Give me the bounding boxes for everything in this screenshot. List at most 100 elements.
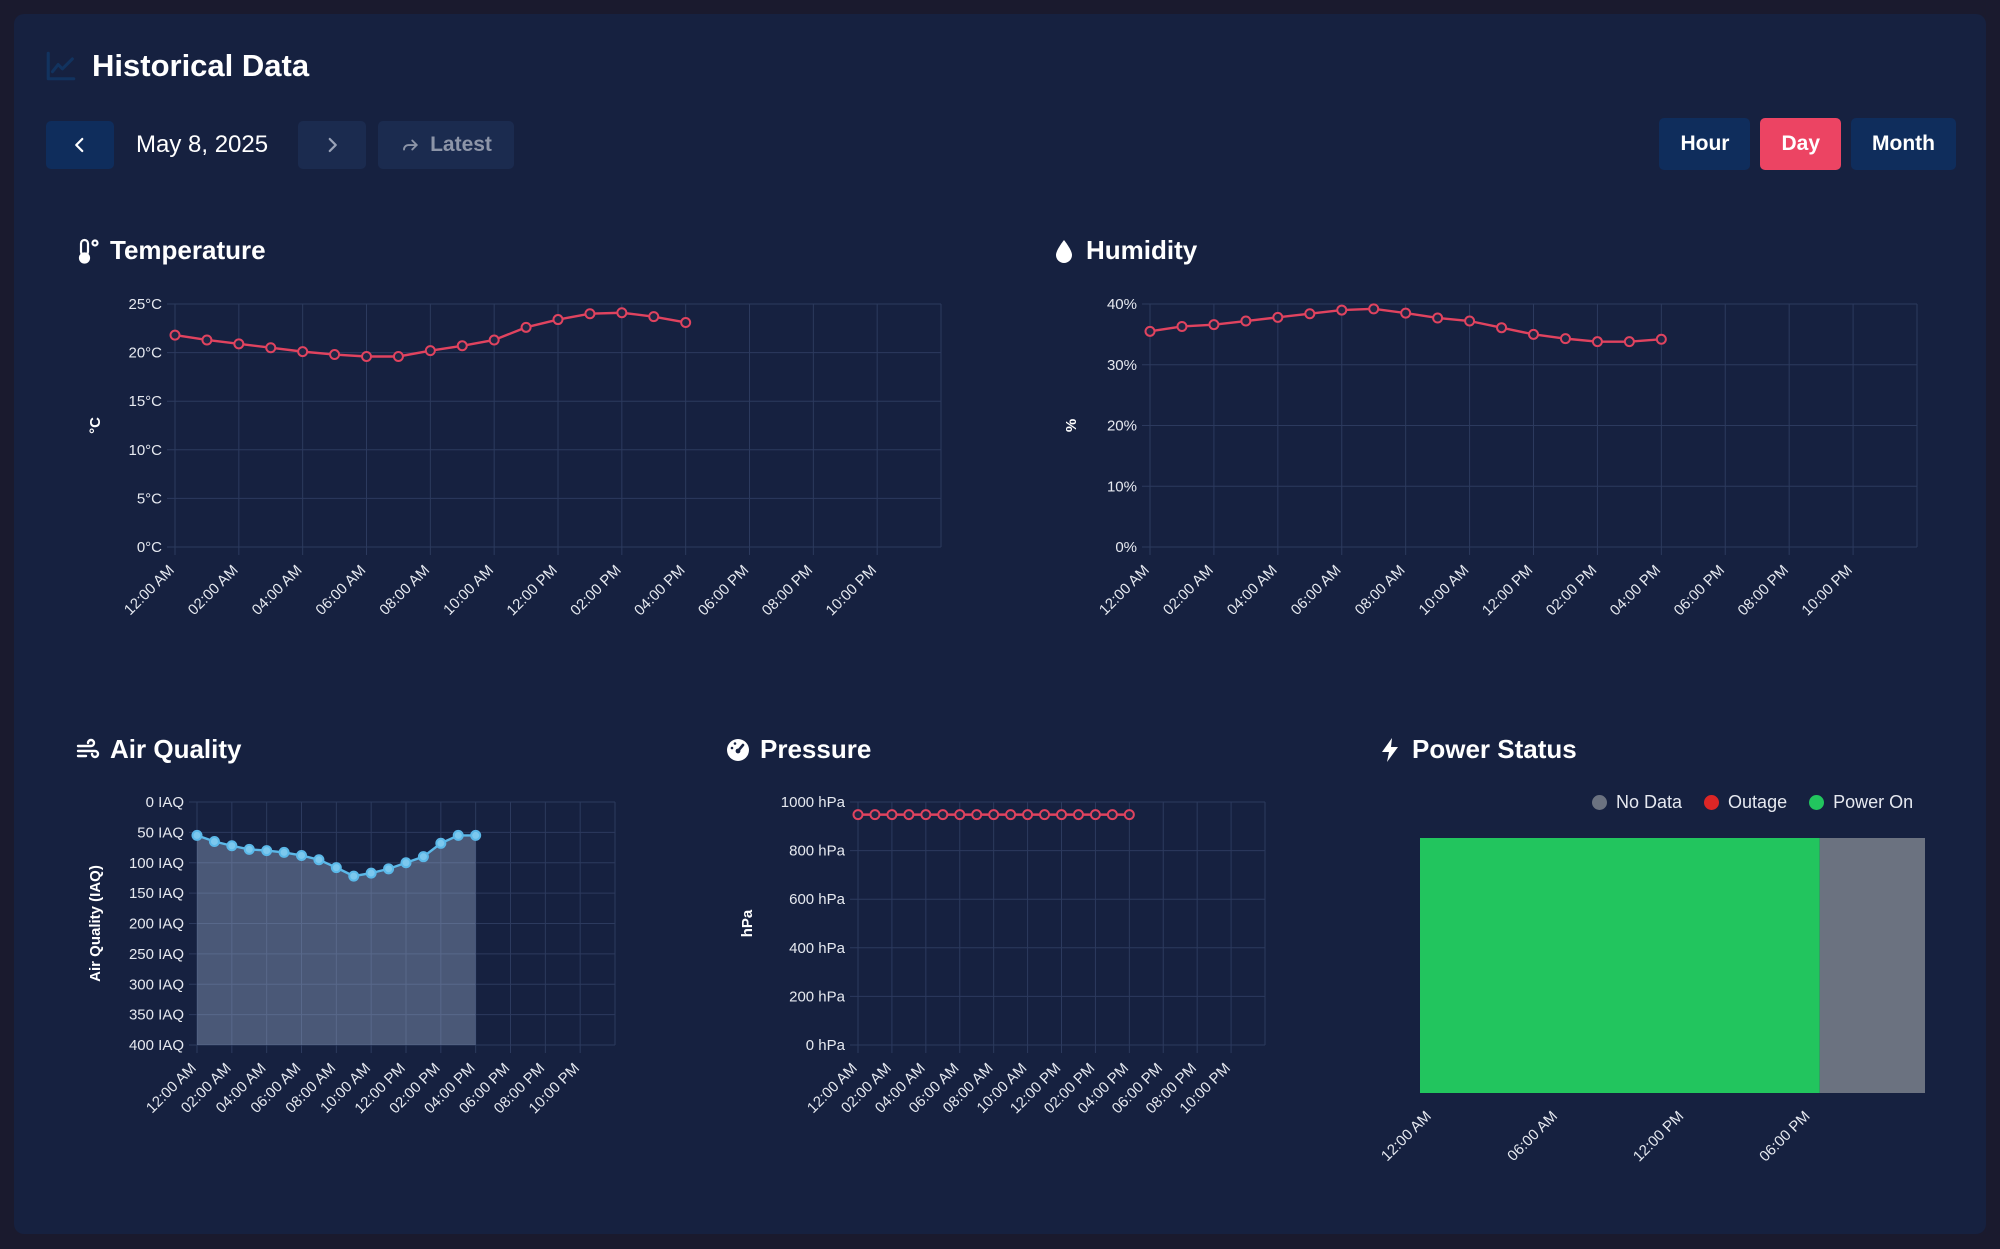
range-hour-button[interactable]: Hour xyxy=(1659,118,1751,170)
pressure-y-tick-label: 0 hPa xyxy=(806,1037,846,1054)
air_quality-y-tick-label: 350 IAQ xyxy=(129,1007,184,1024)
temperature-y-tick-label: 15°C xyxy=(128,393,162,410)
humidity-x-tick-label: 08:00 PM xyxy=(1735,562,1792,619)
pressure-data-point xyxy=(1123,809,1135,821)
temperature-data-point xyxy=(201,334,213,346)
legend-item-outage[interactable]: Outage xyxy=(1704,792,1787,813)
humidity-data-point xyxy=(1368,303,1380,315)
pressure-data-point xyxy=(869,809,881,821)
air_quality-area-fill xyxy=(197,835,476,1045)
humidity-x-tick-label: 04:00 AM xyxy=(1224,562,1281,619)
latest-button[interactable]: Latest xyxy=(378,121,514,169)
air_quality-y-axis-title: Air Quality (IAQ) xyxy=(87,865,104,982)
temperature-y-tick-label: 10°C xyxy=(128,442,162,459)
thermometer-icon xyxy=(78,238,99,264)
humidity-data-point xyxy=(1464,315,1476,327)
pressure-data-point xyxy=(988,809,1000,821)
humidity-data-point xyxy=(1144,325,1156,337)
humidity-data-point xyxy=(1208,319,1220,331)
humidity-data-point xyxy=(1336,304,1348,316)
temperature-data-point xyxy=(520,321,532,333)
air_quality-data-point xyxy=(330,862,342,874)
pressure-data-point xyxy=(886,809,898,821)
humidity-data-point xyxy=(1304,308,1316,320)
temperature-data-point xyxy=(680,316,692,328)
humidity-x-tick-label: 12:00 AM xyxy=(1096,562,1153,619)
humidity-data-point xyxy=(1655,333,1667,345)
temperature-data-point xyxy=(233,338,245,350)
pressure-data-point xyxy=(1005,809,1017,821)
chevron-right-icon xyxy=(328,137,337,153)
temperature-x-tick-label: 10:00 AM xyxy=(440,562,497,619)
humidity-x-tick-label: 02:00 AM xyxy=(1160,562,1217,619)
air-quality-title-text: Air Quality xyxy=(110,734,242,764)
next-date-button[interactable] xyxy=(298,121,366,169)
temperature-x-tick-label: 06:00 PM xyxy=(695,562,752,619)
humidity-chart: 12:00 AM 02:00 AM 04:00 AM 06:00 AM 08:00 AM… xyxy=(1063,296,1918,619)
power-status-title: Power Status xyxy=(1378,734,1577,765)
air_quality-y-tick-label: 300 IAQ xyxy=(129,976,184,993)
temperature-chart: 12:00 AM 02:00 AM 04:00 AM 06:00 AM 08:00 AM… xyxy=(87,296,942,619)
legend-dot-no-data xyxy=(1592,795,1607,810)
air_quality-data-point xyxy=(226,840,238,852)
previous-date-button[interactable] xyxy=(46,121,114,169)
legend-item-no-data[interactable]: No Data xyxy=(1592,792,1682,813)
chart-line-icon xyxy=(46,51,76,81)
humidity-x-tick-label: 12:00 PM xyxy=(1479,562,1536,619)
humidity-x-tick-label: 10:00 PM xyxy=(1798,562,1855,619)
pressure-y-tick-label: 600 hPa xyxy=(789,891,846,908)
legend-dot-power-on xyxy=(1809,795,1825,810)
air_quality-data-point xyxy=(278,846,290,858)
power-segment-no-data xyxy=(1819,838,1925,1093)
temperature-data-point xyxy=(488,334,500,346)
temperature-data-point xyxy=(616,307,628,319)
temperature-data-point xyxy=(424,345,436,357)
legend-dot-outage xyxy=(1704,795,1720,810)
power-status-legend: No Data Outage Power On xyxy=(1592,792,1913,813)
legend-label-power-on: Power On xyxy=(1833,792,1914,812)
temperature-title: Temperature xyxy=(76,235,266,266)
temperature-y-tick-label: 20°C xyxy=(128,345,162,362)
pressure-y-tick-label: 1000 hPa xyxy=(781,794,846,811)
air_quality-y-tick-label: 400 IAQ xyxy=(129,1037,184,1054)
wind-icon xyxy=(76,738,100,758)
pressure-data-point xyxy=(937,809,949,821)
temperature-data-point xyxy=(552,314,564,326)
temperature-data-point xyxy=(169,329,181,341)
pressure-y-axis-title: hPa xyxy=(739,909,756,937)
range-month-button[interactable]: Month xyxy=(1851,118,1956,170)
pressure-data-point xyxy=(852,809,864,821)
humidity-x-tick-label: 06:00 AM xyxy=(1288,562,1345,619)
temperature-x-tick-label: 02:00 AM xyxy=(185,562,242,619)
air_quality-y-tick-label: 200 IAQ xyxy=(129,916,184,933)
power-chart: 12:00 AM 06:00 AM 12:00 PM 06:00 PM xyxy=(1378,838,1925,1165)
power-x-tick-label: 06:00 PM xyxy=(1756,1108,1813,1165)
humidity-y-tick-label: 20% xyxy=(1107,418,1137,435)
air_quality-data-point xyxy=(313,854,325,866)
humidity-data-point xyxy=(1272,311,1284,323)
temperature-title-text: Temperature xyxy=(110,235,266,265)
air_quality-data-point xyxy=(191,829,203,841)
air_quality-y-tick-label: 100 IAQ xyxy=(129,855,184,872)
pressure-title: Pressure xyxy=(726,734,871,765)
power-x-tick-label: 12:00 PM xyxy=(1630,1108,1687,1165)
humidity-x-tick-label: 04:00 PM xyxy=(1607,562,1664,619)
humidity-data-point xyxy=(1559,333,1571,345)
pressure-data-point xyxy=(1106,809,1118,821)
legend-item-power-on[interactable]: Power On xyxy=(1809,792,1913,813)
pressure-data-point xyxy=(1072,809,1084,821)
air_quality-data-point xyxy=(365,867,377,879)
chevron-left-icon xyxy=(75,137,84,153)
range-day-button[interactable]: Day xyxy=(1760,118,1842,170)
temperature-x-tick-label: 04:00 AM xyxy=(249,562,306,619)
date-navigation: May 8, 2025 Latest xyxy=(46,120,514,170)
pressure-y-tick-label: 400 hPa xyxy=(789,940,846,957)
pressure-data-point xyxy=(903,809,915,821)
pressure-y-tick-label: 800 hPa xyxy=(789,843,846,860)
temperature-data-point xyxy=(329,349,341,361)
power-segment-power-on xyxy=(1420,838,1820,1093)
air_quality-data-point xyxy=(435,837,447,849)
air_quality-y-tick-label: 50 IAQ xyxy=(137,824,184,841)
